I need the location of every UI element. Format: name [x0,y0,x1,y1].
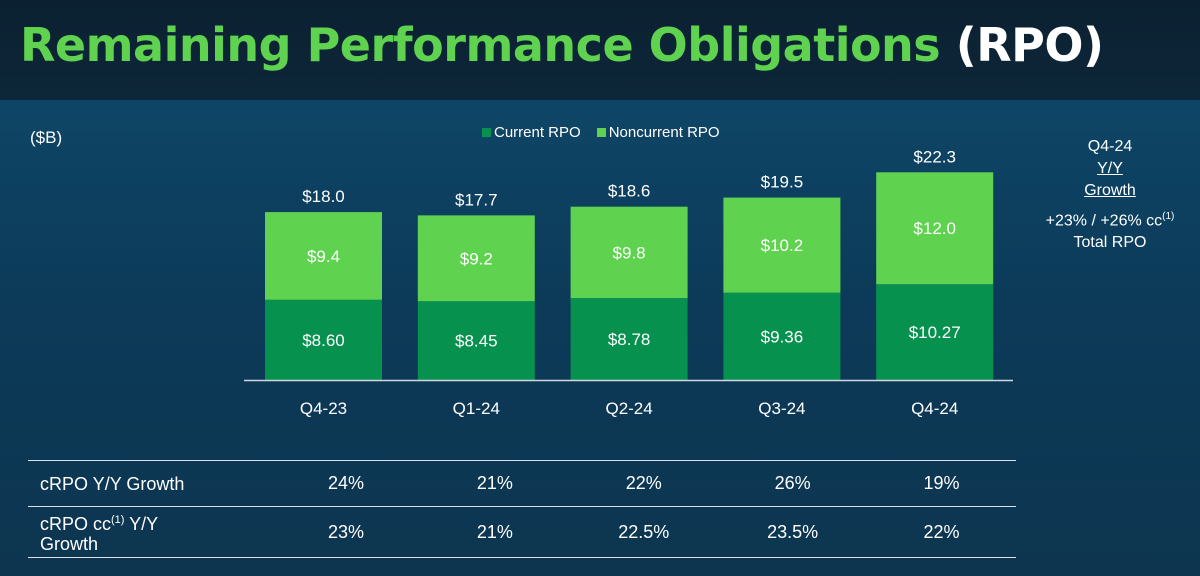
growth-metric: Total RPO [1073,234,1147,252]
table-cell: 23.5% [767,521,819,542]
data-label-current: $8.45 [455,332,498,351]
growth-value: +23% / +26% cc(1) [1010,206,1200,232]
growth-value-text: +23% / +26% cc [1045,212,1163,230]
table-cell: 19% [923,473,960,493]
bar-noncurrent-rpo [876,172,994,285]
row-label-crpo-growth: cRPO Y/Y Growth [40,473,185,494]
bar-noncurrent-rpo [570,206,688,299]
row-label-part: Growth [40,534,99,554]
x-tick-label: Q1-24 [453,399,500,418]
data-label-total: $18.6 [608,182,651,201]
unit-label: ($B) [30,128,63,147]
bar-noncurrent-rpo [417,215,535,302]
data-label-current: $8.60 [302,331,345,350]
bar-current-rpo [570,298,688,380]
data-label-current: $9.36 [761,327,804,346]
legend-label-current: Current RPO [494,124,581,141]
legend-item-noncurrent: Noncurrent RPO [596,124,720,141]
bar-current-rpo [723,292,841,380]
bar-current-rpo [417,301,535,380]
chart-legend: Current RPO Noncurrent RPO [482,124,720,141]
data-label-noncurrent: $12.0 [913,219,956,238]
legend-swatch-current [482,128,491,137]
growth-period: Q4-24 [1087,138,1133,155]
bar-current-rpo [265,299,382,380]
crpo-table: cRPO Y/Y Growth 24% 21% 22% 26% 19% cRPO… [28,460,1016,558]
row-label-footnote: (1) [111,514,125,526]
data-label-current: $10.27 [909,323,961,342]
table-cell: 22% [923,521,960,542]
row-label-part: cRPO cc [40,514,112,534]
bar-noncurrent-rpo [723,197,841,293]
growth-footnote: (1) [1162,211,1175,222]
row-label-crpo-cc-growth: cRPO cc(1) Y/Y Growth [28,510,242,554]
title-paren: (RPO) [955,18,1104,72]
page-title: Remaining Performance Obligations (RPO) [20,18,1104,72]
x-tick-label: Q2-24 [605,399,652,418]
legend-item-current: Current RPO [482,124,581,141]
row-label-part: Y/Y [124,514,159,534]
data-label-noncurrent: $9.8 [613,243,646,262]
data-label-noncurrent: $10.2 [761,236,804,255]
title-main: Remaining Performance Obligations [20,18,941,72]
table-cell: 22.5% [618,521,670,542]
x-tick-label: Q4-24 [911,399,958,418]
growth-yy: Y/Y [1097,160,1123,177]
legend-swatch-noncurrent [596,128,606,137]
table-cell: 26% [774,473,811,493]
data-label-current: $8.78 [608,330,651,349]
bar-noncurrent-rpo [265,212,382,300]
table-cell: 22% [625,473,662,493]
table-row: cRPO cc(1) Y/Y Growth 23% 21% 22.5% 23.5… [28,506,1016,558]
data-label-total: $19.5 [761,173,804,192]
data-label-total: $18.0 [302,187,345,206]
growth-word: Growth [1084,182,1136,199]
table-cell: 21% [476,473,513,493]
x-tick-label: Q3-24 [758,399,805,418]
data-label-total: $22.3 [913,147,956,166]
table-row: cRPO Y/Y Growth 24% 21% 22% 26% 19% [28,460,1016,506]
table-cell: 23% [328,521,365,542]
data-label-noncurrent: $9.4 [307,247,340,266]
data-label-noncurrent: $9.2 [460,249,493,268]
growth-callout: Q4-24 Y/Y Growth +23% / +26% cc(1) Total… [1010,136,1200,254]
bar-current-rpo [876,284,994,380]
x-tick-label: Q4-23 [300,399,347,418]
header-band: Remaining Performance Obligations (RPO) [0,0,1200,100]
table-cell: 21% [476,521,513,542]
table-cell: 24% [328,473,365,493]
legend-label-noncurrent: Noncurrent RPO [608,124,720,141]
data-label-total: $17.7 [455,190,498,209]
